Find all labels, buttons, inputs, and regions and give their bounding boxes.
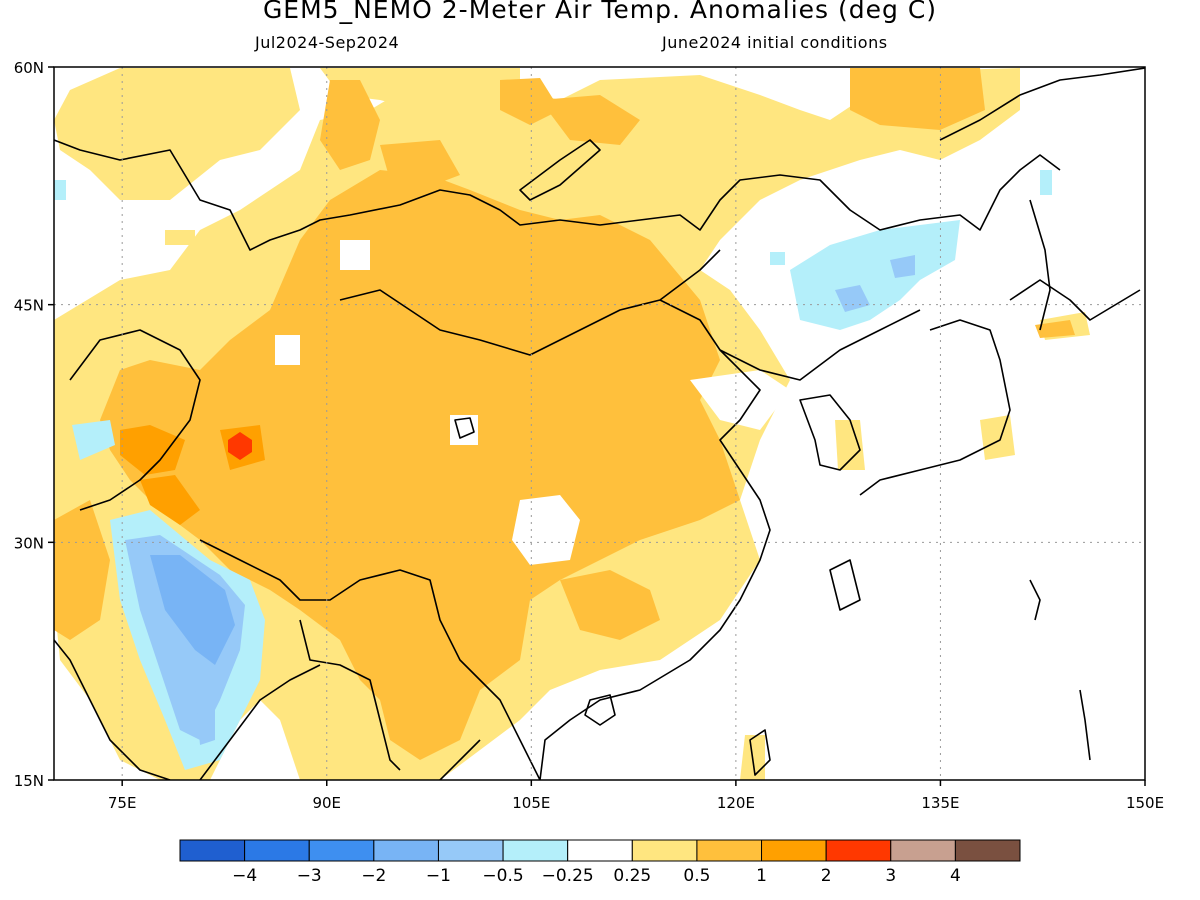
latitude-axis: 60N 45N 30N 15N [14, 59, 54, 790]
lat-tick-label: 45N [14, 297, 44, 315]
colorbar-label: 3 [885, 866, 896, 886]
colorbar-label: −0.5 [482, 866, 523, 886]
colorbar-label: 0.25 [613, 866, 651, 886]
lon-tick-label: 135E [921, 794, 959, 812]
colorbar-swatch [631, 839, 698, 862]
lon-tick-label: 150E [1126, 794, 1164, 812]
colorbar-label: 2 [821, 866, 832, 886]
lon-tick-label: 120E [717, 794, 755, 812]
longitude-axis: 75E 90E 105E 120E 135E 150E [108, 780, 1164, 812]
colorbar-swatch [437, 839, 504, 862]
anomaly-field [54, 68, 1090, 780]
lat-tick-label: 30N [14, 534, 44, 552]
lat-tick-label: 15N [14, 772, 44, 790]
lat-tick-label: 60N [14, 59, 44, 77]
lon-tick-label: 105E [512, 794, 550, 812]
colorbar-swatch [761, 839, 827, 862]
colorbar: −4 −3 −2 −1 −0.5 −0.25 0.25 0.5 1 2 3 4 [179, 839, 1021, 886]
colorbar-label: −1 [426, 866, 451, 886]
colorbar-label: −0.25 [542, 866, 594, 886]
colorbar-label: 0.5 [683, 866, 710, 886]
colorbar-swatch [502, 839, 569, 862]
coastlines-borders [54, 67, 1145, 780]
map-title: GEM5_NEMO 2-Meter Air Temp. Anomalies (d… [262, 0, 938, 24]
colorbar-label: 1 [756, 866, 767, 886]
colorbar-label: −3 [297, 866, 322, 886]
subtitle-initial-conditions: June2024 initial conditions [662, 33, 888, 52]
colorbar-swatch [567, 839, 633, 862]
colorbar-swatch [954, 839, 1021, 862]
lon-tick-label: 75E [108, 794, 137, 812]
colorbar-label: 4 [950, 866, 961, 886]
colorbar-swatch [179, 839, 246, 862]
colorbar-label: −2 [361, 866, 386, 886]
subtitle-period: Jul2024-Sep2024 [255, 33, 400, 52]
map-frame [53, 66, 1146, 781]
colorbar-swatch [373, 839, 439, 862]
colorbar-swatch [825, 839, 892, 862]
lon-tick-label: 90E [312, 794, 341, 812]
colorbar-swatch [890, 839, 956, 862]
colorbar-swatch [696, 839, 763, 862]
colorbar-label: −4 [232, 866, 257, 886]
colorbar-swatch [244, 839, 310, 862]
colorbar-swatch [308, 839, 375, 862]
